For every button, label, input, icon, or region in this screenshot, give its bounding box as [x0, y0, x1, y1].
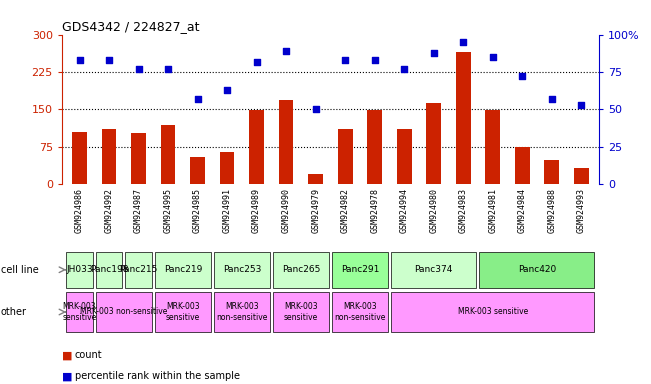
Bar	[214, 292, 270, 332]
Point	[222, 87, 232, 93]
Text: GSM924979: GSM924979	[311, 188, 320, 233]
Bar	[367, 111, 382, 184]
Text: other: other	[1, 307, 27, 317]
Bar	[332, 292, 388, 332]
Text: MRK-003
sensitive: MRK-003 sensitive	[166, 302, 200, 322]
Text: GSM924981: GSM924981	[488, 188, 497, 233]
Bar	[214, 252, 270, 288]
Text: GSM924984: GSM924984	[518, 188, 527, 233]
Text: GSM924980: GSM924980	[429, 188, 438, 233]
Bar	[391, 252, 477, 288]
Text: ■: ■	[62, 371, 72, 381]
Text: GSM924988: GSM924988	[547, 188, 556, 233]
Bar	[161, 126, 176, 184]
Text: MRK-003
non-sensitive: MRK-003 non-sensitive	[334, 302, 385, 322]
Point	[369, 57, 380, 63]
Text: percentile rank within the sample: percentile rank within the sample	[75, 371, 240, 381]
Text: MRK-003
sensitive: MRK-003 sensitive	[284, 302, 318, 322]
Text: cell line: cell line	[1, 265, 38, 275]
Text: Panc374: Panc374	[415, 265, 453, 274]
Bar	[479, 252, 594, 288]
Bar	[96, 252, 122, 288]
Text: ■: ■	[62, 350, 72, 360]
Text: count: count	[75, 350, 102, 360]
Bar	[273, 292, 329, 332]
Point	[251, 58, 262, 65]
Text: GSM924986: GSM924986	[75, 188, 84, 233]
Point	[311, 106, 321, 113]
Text: GSM924995: GSM924995	[163, 188, 173, 233]
Point	[488, 54, 498, 60]
Text: Panc198: Panc198	[90, 265, 128, 274]
Point	[133, 66, 144, 72]
Point	[281, 48, 292, 54]
Text: GDS4342 / 224827_at: GDS4342 / 224827_at	[62, 20, 199, 33]
Bar	[396, 129, 411, 184]
Text: Panc219: Panc219	[163, 265, 202, 274]
Point	[104, 57, 115, 63]
Bar	[426, 103, 441, 184]
Text: JH033: JH033	[66, 265, 93, 274]
Point	[576, 102, 587, 108]
Bar	[66, 292, 93, 332]
Bar	[338, 129, 352, 184]
Text: Panc215: Panc215	[119, 265, 158, 274]
Bar	[220, 152, 234, 184]
Text: MRK-003
sensitive: MRK-003 sensitive	[62, 302, 97, 322]
Bar	[309, 174, 323, 184]
Point	[74, 57, 85, 63]
Bar	[249, 111, 264, 184]
Text: GSM924991: GSM924991	[223, 188, 232, 233]
Text: MRK-003 sensitive: MRK-003 sensitive	[458, 308, 528, 316]
Bar	[125, 252, 152, 288]
Text: Panc420: Panc420	[518, 265, 556, 274]
Bar	[132, 133, 146, 184]
Bar	[96, 292, 152, 332]
Bar	[102, 129, 117, 184]
Text: Panc291: Panc291	[340, 265, 379, 274]
Text: GSM924992: GSM924992	[105, 188, 113, 233]
Bar	[190, 157, 205, 184]
Text: GSM924982: GSM924982	[340, 188, 350, 233]
Bar	[66, 252, 93, 288]
Text: GSM924993: GSM924993	[577, 188, 586, 233]
Point	[399, 66, 409, 72]
Bar	[155, 292, 211, 332]
Text: GSM924978: GSM924978	[370, 188, 379, 233]
Text: GSM924989: GSM924989	[252, 188, 261, 233]
Bar	[574, 168, 589, 184]
Bar	[485, 111, 500, 184]
Text: MRK-003
non-sensitive: MRK-003 non-sensitive	[216, 302, 268, 322]
Point	[458, 39, 468, 45]
Bar	[279, 101, 294, 184]
Text: GSM924987: GSM924987	[134, 188, 143, 233]
Text: Panc265: Panc265	[282, 265, 320, 274]
Text: MRK-003 non-sensitive: MRK-003 non-sensitive	[80, 308, 167, 316]
Bar	[515, 147, 529, 184]
Bar	[273, 252, 329, 288]
Point	[163, 66, 173, 72]
Text: GSM924990: GSM924990	[282, 188, 290, 233]
Bar	[72, 132, 87, 184]
Bar	[391, 292, 594, 332]
Bar	[155, 252, 211, 288]
Point	[340, 57, 350, 63]
Text: GSM924994: GSM924994	[400, 188, 409, 233]
Point	[428, 50, 439, 56]
Point	[517, 73, 527, 79]
Text: GSM924983: GSM924983	[459, 188, 467, 233]
Point	[546, 96, 557, 102]
Point	[193, 96, 203, 102]
Bar	[544, 161, 559, 184]
Text: Panc253: Panc253	[223, 265, 261, 274]
Bar	[332, 252, 388, 288]
Bar	[456, 52, 471, 184]
Text: GSM924985: GSM924985	[193, 188, 202, 233]
